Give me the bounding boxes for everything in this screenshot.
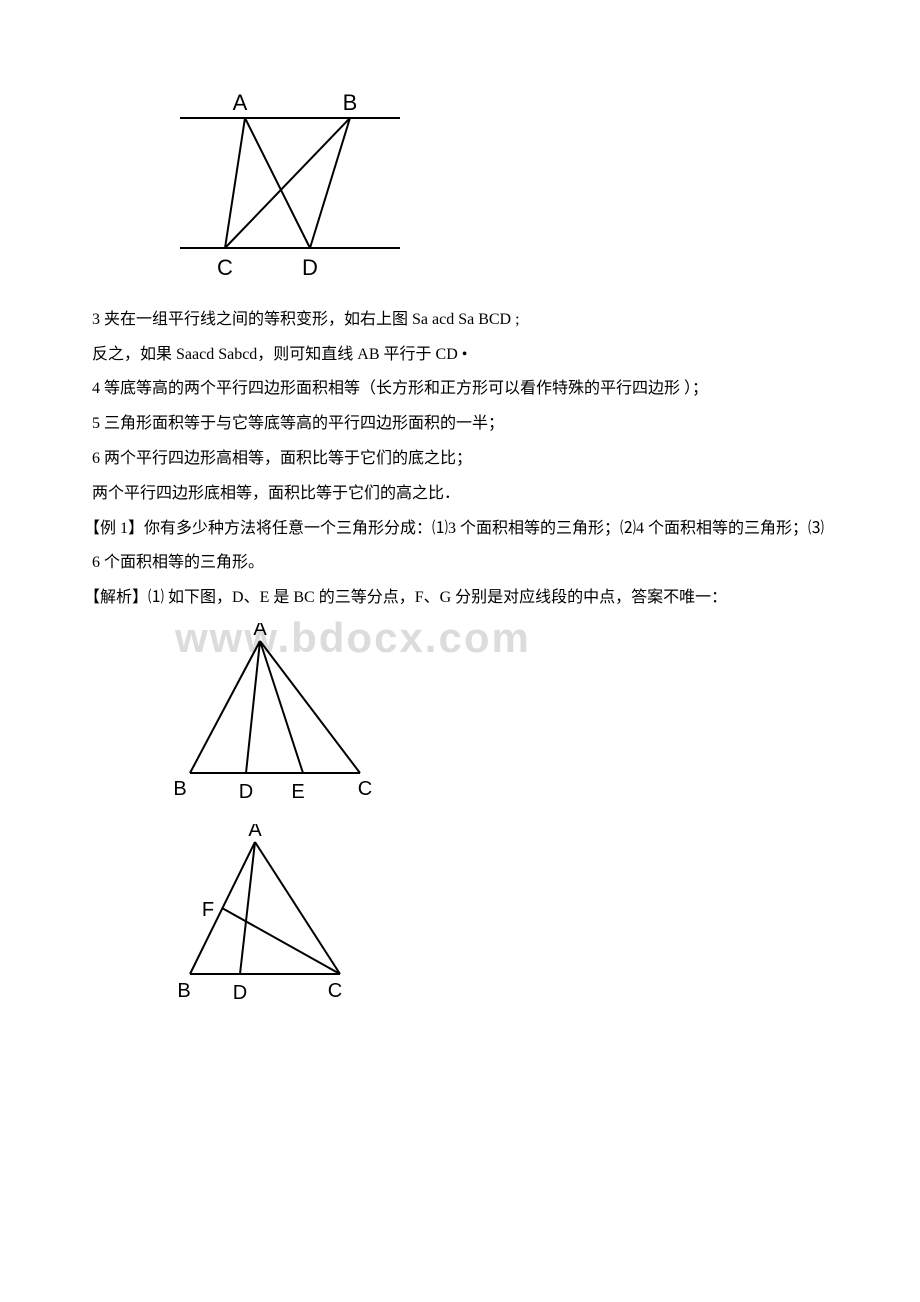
fig3-label-F: F	[202, 899, 214, 921]
fig3-edge-AC	[255, 842, 340, 974]
paragraph-5: 6 两个平行四边形高相等，面积比等于它们的底之比；	[60, 445, 860, 474]
fig3-label-C: C	[328, 980, 342, 1002]
paragraph-2: 反之，如果 Saacd Sabcd，则可知直线 AB 平行于 CD •	[60, 341, 860, 370]
fig2-label-E: E	[291, 781, 304, 803]
paragraph-8: 6 个面积相等的三角形。	[60, 549, 860, 578]
fig3-edge-AD	[240, 842, 255, 974]
figure-1: A B C D	[170, 90, 860, 296]
figure-3: A F B D C	[170, 824, 860, 1015]
paragraph-3: 4 等底等高的两个平行四边形面积相等（长方形和正方形可以看作特殊的平行四边形 ）…	[60, 375, 860, 404]
fig1-label-A: A	[233, 90, 248, 115]
paragraph-7: 【例 1】你有多少种方法将任意一个三角形分成：⑴3 个面积相等的三角形；⑵4 个…	[60, 515, 860, 544]
fig2-label-C: C	[358, 778, 372, 800]
fig2-label-D: D	[239, 781, 253, 803]
figure-2: A B D E C	[170, 623, 860, 814]
document-body: A B C D 3 夹在一组平行线之间的等积变形，如右上图 Sa acd Sa …	[60, 90, 860, 1015]
paragraph-9: 【解析】⑴ 如下图，D、E 是 BC 的三等分点，F、G 分别是对应线段的中点，…	[60, 584, 860, 613]
fig3-edge-FC	[222, 908, 340, 974]
fig1-edge-BC	[225, 118, 350, 248]
fig1-label-D: D	[302, 255, 318, 280]
fig1-edge-AC	[225, 118, 245, 248]
fig2-edge-AE	[260, 641, 303, 773]
fig2-label-B: B	[173, 778, 186, 800]
fig3-label-A: A	[248, 824, 262, 841]
fig1-edge-AD	[245, 118, 310, 248]
fig2-edge-AC	[260, 641, 360, 773]
paragraph-6: 两个平行四边形底相等，面积比等于它们的高之比．	[60, 480, 860, 509]
paragraph-1: 3 夹在一组平行线之间的等积变形，如右上图 Sa acd Sa BCD ;	[60, 306, 860, 335]
fig2-edge-AB	[190, 641, 260, 773]
fig3-label-D: D	[233, 982, 247, 1004]
fig2-label-A: A	[253, 623, 267, 640]
fig1-label-C: C	[217, 255, 233, 280]
fig3-label-B: B	[177, 980, 190, 1002]
fig2-edge-AD	[246, 641, 260, 773]
fig1-label-B: B	[343, 90, 358, 115]
paragraph-4: 5 三角形面积等于与它等底等高的平行四边形面积的一半；	[60, 410, 860, 439]
